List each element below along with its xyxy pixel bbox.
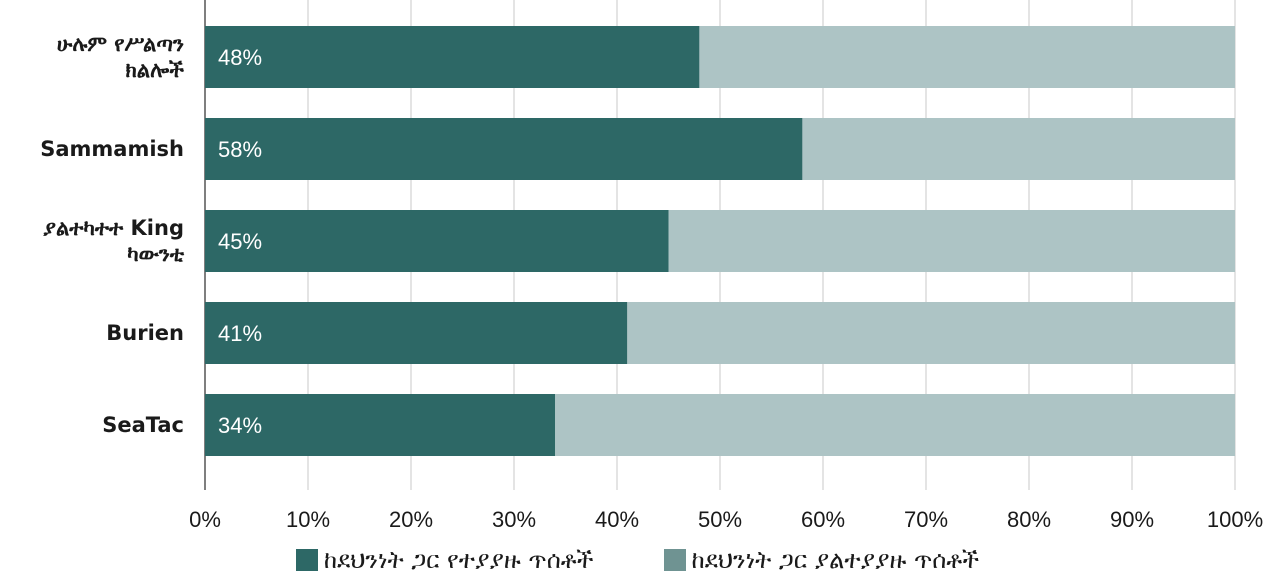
x-tick-label: 100% [1207, 507, 1263, 532]
bar-safety-related [205, 210, 669, 272]
legend-swatch-non-safety-related [663, 549, 686, 571]
bar-non-safety-related [555, 394, 1235, 456]
data-label: 58% [218, 137, 262, 162]
bar-non-safety-related [699, 26, 1235, 88]
category-label: ያልተካተተ King [43, 216, 184, 240]
category-label: Sammamish [40, 137, 184, 161]
x-tick-label: 50% [698, 507, 742, 532]
x-tick-labels: 0% 10% 20% 30% 40% 50% 60% 70% 80% 90% 100% [189, 507, 1263, 532]
category-label: ክልሎች [125, 58, 184, 82]
data-label: 34% [218, 413, 262, 438]
x-tick-label: 20% [389, 507, 433, 532]
x-tick-label: 30% [492, 507, 536, 532]
data-label: 48% [218, 45, 262, 70]
bar-safety-related [205, 302, 628, 364]
bars: 48% 58% 45% 41% 34% [205, 26, 1235, 456]
data-label: 45% [218, 229, 262, 254]
bar-non-safety-related [627, 302, 1235, 364]
x-tick-label: 0% [189, 507, 221, 532]
bar-non-safety-related [668, 210, 1235, 272]
bar-safety-related [205, 26, 700, 88]
data-label: 41% [218, 321, 262, 346]
x-tick-label: 60% [801, 507, 845, 532]
legend-swatch-safety-related [295, 549, 318, 571]
category-label: Burien [106, 321, 184, 345]
bar-non-safety-related [802, 118, 1235, 180]
legend: ከደህንነት ጋር የተያያዙ ጥሰቶች ከደህንነት ጋር ያልተያያዙ ጥሰ… [0, 540, 1275, 580]
x-tick-label: 80% [1007, 507, 1051, 532]
x-tick-label: 70% [904, 507, 948, 532]
x-tick-label: 90% [1110, 507, 1154, 532]
x-tick-label: 40% [595, 507, 639, 532]
category-label: ካውንቲ [127, 242, 185, 266]
x-tick-label: 10% [286, 507, 330, 532]
legend-label-safety-related: ከደህንነት ጋር የተያያዙ ጥሰቶች [323, 546, 594, 574]
category-label: ሁሉም የሥልጣን [57, 32, 184, 56]
legend-item-safety-related: ከደህንነት ጋር የተያያዙ ጥሰቶች [295, 546, 594, 574]
category-label: SeaTac [102, 413, 184, 437]
legend-item-non-safety-related: ከደህንነት ጋር ያልተያያዙ ጥሰቶች [663, 546, 980, 574]
bar-safety-related [205, 394, 556, 456]
bar-safety-related [205, 118, 803, 180]
legend-label-non-safety-related: ከደህንነት ጋር ያልተያያዙ ጥሰቶች [691, 546, 980, 574]
